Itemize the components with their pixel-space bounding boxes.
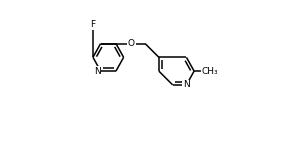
Text: CH₃: CH₃ (202, 67, 218, 76)
Text: N: N (183, 80, 190, 89)
Text: O: O (128, 39, 135, 48)
Text: F: F (91, 20, 95, 29)
Text: N: N (94, 67, 101, 76)
